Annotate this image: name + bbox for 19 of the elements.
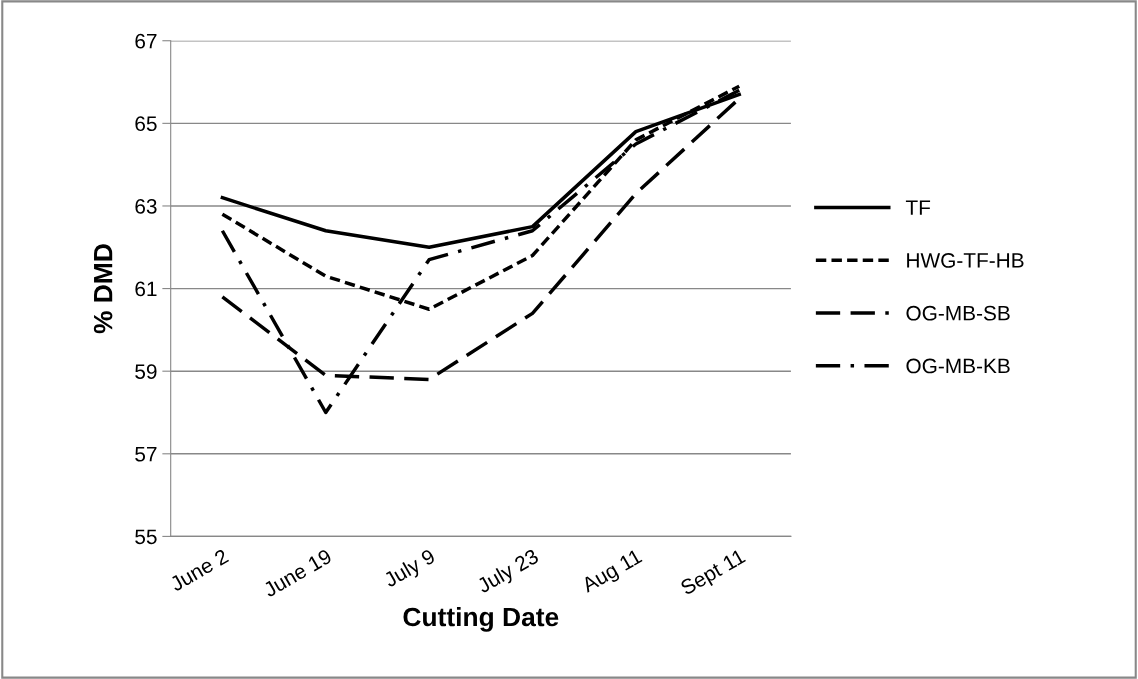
- x-tick-label: June 2: [168, 548, 230, 592]
- legend-label: TF: [905, 200, 931, 215]
- y-tick-label: 61: [135, 281, 157, 297]
- y-tick-label: 55: [135, 529, 157, 545]
- x-tick-label: July 9: [382, 548, 438, 592]
- y-tick-label: 65: [135, 116, 157, 132]
- x-tick-label: June 19: [262, 548, 333, 598]
- legend-label: OG-MB-KB: [906, 358, 1010, 374]
- x-tick-label: Aug 11: [580, 548, 645, 597]
- y-tick-label: 57: [135, 447, 157, 462]
- x-tick-label: July 23: [475, 547, 542, 598]
- y-axis-title: % DMD: [93, 244, 113, 334]
- legend-label: HWG-TF-HB: [907, 253, 1024, 268]
- legend-label: OG-MB-SB: [906, 305, 1010, 321]
- x-axis-title: Cutting Date: [403, 606, 559, 632]
- y-tick-label: 59: [135, 364, 157, 379]
- y-tick-label: 63: [135, 198, 157, 214]
- y-tick-label: 67: [135, 33, 157, 49]
- x-tick-label: Sept 11: [679, 548, 749, 599]
